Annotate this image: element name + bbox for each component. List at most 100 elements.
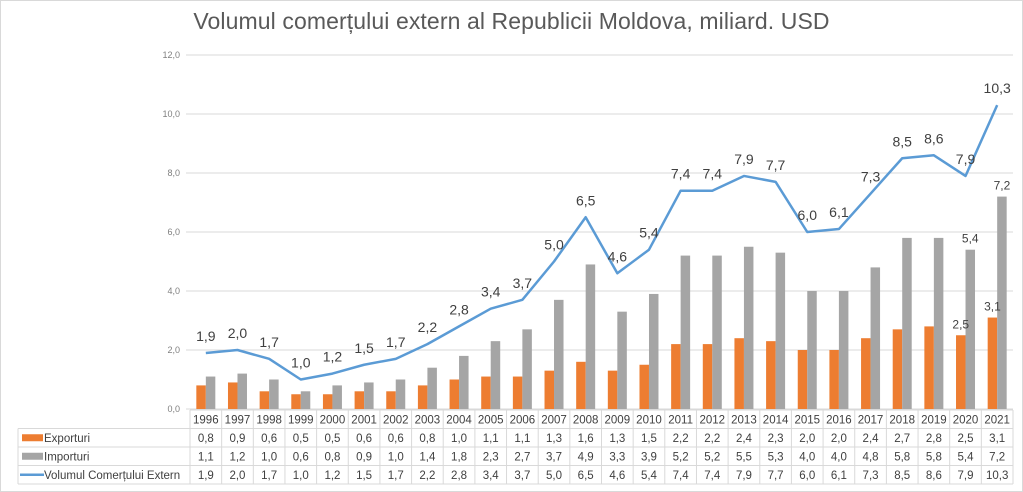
table-cell: 8,5 — [894, 470, 910, 482]
table-header-year: 2017 — [858, 415, 884, 427]
line-data-label: 5,0 — [544, 237, 564, 253]
bar-exporturi-2010 — [639, 364, 649, 409]
table-cell: 4,6 — [609, 470, 625, 482]
bar-exporturi-2005 — [481, 376, 491, 409]
bar-exporturi-2008 — [576, 361, 586, 409]
table-cell: 2,0 — [831, 433, 847, 445]
table-header-year: 2002 — [383, 415, 409, 427]
table-header-year: 2014 — [763, 415, 789, 427]
table-header-year: 2011 — [668, 415, 693, 427]
table-cell: 7,4 — [704, 470, 721, 482]
bar-importuri-2013 — [743, 246, 754, 409]
table-cell: 5,4 — [641, 470, 658, 482]
bar-importuri-2002 — [395, 379, 406, 409]
table-header-year: 2006 — [510, 415, 536, 427]
line-data-label: 6,0 — [798, 207, 818, 223]
table-cell: 0,8 — [324, 451, 340, 463]
table-cell: 1,6 — [578, 433, 594, 445]
table-cell: 1,0 — [388, 451, 404, 463]
line-data-label: 7,3 — [861, 169, 881, 185]
line-data-label: 1,5 — [354, 340, 374, 356]
line-data-label: 1,7 — [386, 334, 406, 350]
line-data-label: 4,6 — [608, 248, 628, 264]
table-cell: 2,2 — [704, 433, 720, 445]
table-cell: 1,1 — [198, 451, 214, 463]
chart-title: Volumul comerțului extern al Republicii … — [193, 8, 830, 34]
table-cell: 3,4 — [483, 470, 500, 482]
table-cell: 0,5 — [293, 433, 309, 445]
table-cell: 0,6 — [388, 433, 404, 445]
legend-entry-importuri: Importuri — [22, 451, 89, 463]
table-cell: 1,0 — [293, 470, 309, 482]
table-cell: 1,1 — [483, 433, 499, 445]
legend-entry-volumul-comer-ului-extern: Volumul Comerțului Extern — [20, 470, 180, 482]
table-cell: 3,7 — [546, 451, 562, 463]
table-cell: 1,5 — [641, 433, 657, 445]
bar-exporturi-1997 — [227, 382, 238, 409]
table-header-year: 2000 — [320, 415, 346, 427]
table-cell: 3,7 — [514, 470, 530, 482]
table-cell: 1,3 — [609, 433, 625, 445]
bar-importuri-1999 — [300, 391, 311, 409]
line-data-label: 7,9 — [734, 151, 754, 167]
line-data-label: 6,5 — [576, 192, 596, 208]
table-cell: 3,9 — [641, 451, 657, 463]
bar-importuri-2019 — [933, 237, 944, 409]
table-cell: 7,2 — [989, 451, 1005, 463]
legend-label: Exporturi — [44, 433, 90, 445]
table-cell: 0,8 — [198, 433, 214, 445]
table-cell: 1,0 — [261, 451, 277, 463]
table-cell: 5,2 — [673, 451, 689, 463]
bar-importuri-2003 — [427, 367, 437, 409]
bar-exporturi-2006 — [512, 376, 523, 409]
line-series — [205, 104, 999, 381]
table-cell: 4,9 — [578, 451, 594, 463]
bar-exporturi-2007 — [544, 370, 555, 409]
bar-importuri-2000 — [332, 385, 342, 409]
table-cell: 7,9 — [958, 470, 974, 482]
bar-data-label-exporturi: 2,5 — [952, 317, 969, 331]
table-cell: 4,0 — [831, 451, 847, 463]
table-cell: 6,0 — [799, 470, 815, 482]
bar-exporturi-2012 — [702, 344, 713, 409]
y-tick-label: 0,0 — [167, 404, 180, 414]
bar-exporturi-2000 — [322, 394, 333, 409]
legend-label: Importuri — [44, 451, 89, 463]
table-cell: 7,9 — [736, 470, 752, 482]
table-header-year: 1999 — [288, 415, 314, 427]
table-cell: 5,8 — [894, 451, 910, 463]
bar-importuri-2014 — [775, 252, 786, 409]
table-cell: 0,5 — [324, 433, 340, 445]
data-labels: 1,9 2,0 1,7 1,0 1,2 1,5 1,7 2,2 2,8 3,4 3,7 5,0 6,5 4… — [196, 80, 1011, 370]
table-cell: 5,8 — [926, 451, 942, 463]
legend-label: Volumul Comerțului Extern — [44, 470, 180, 482]
line-data-label: 2,0 — [228, 325, 248, 341]
table-cell: 6,5 — [578, 470, 594, 482]
bar-data-label-exporturi: 3,1 — [984, 300, 1001, 314]
bar-importuri-2015 — [807, 291, 817, 409]
bar-exporturi-2020 — [956, 335, 966, 409]
y-tick-label: 4,0 — [167, 286, 180, 296]
bar-importuri-2001 — [364, 382, 374, 409]
table-header-year: 2018 — [889, 415, 915, 427]
table-header-year: 2021 — [984, 415, 1010, 427]
table-header-year: 2012 — [699, 415, 725, 427]
legend-swatch — [22, 452, 43, 460]
table-cell: 2,0 — [799, 433, 815, 445]
table-cell: 5,4 — [958, 451, 975, 463]
line-data-label: 6,1 — [829, 204, 849, 220]
bar-exporturi-2021 — [987, 317, 998, 409]
table-header-year: 1998 — [256, 415, 282, 427]
table-cell: 5,0 — [546, 470, 562, 482]
bar-data-label-importuri: 7,2 — [994, 179, 1011, 193]
table-header-year: 2013 — [731, 415, 757, 427]
bar-importuri-2007 — [554, 299, 564, 409]
bar-importuri-2008 — [585, 264, 596, 409]
table-cell: 2,2 — [419, 470, 435, 482]
bar-exporturi-1998 — [259, 391, 270, 409]
y-axis: 0,0 2,0 4,0 6,0 8,0 10,0 12,0 — [162, 50, 180, 414]
table-cell: 2,7 — [894, 433, 910, 445]
bar-importuri-2006 — [522, 329, 532, 409]
line-data-label: 7,7 — [766, 157, 786, 173]
table-header-year: 2004 — [446, 415, 472, 427]
